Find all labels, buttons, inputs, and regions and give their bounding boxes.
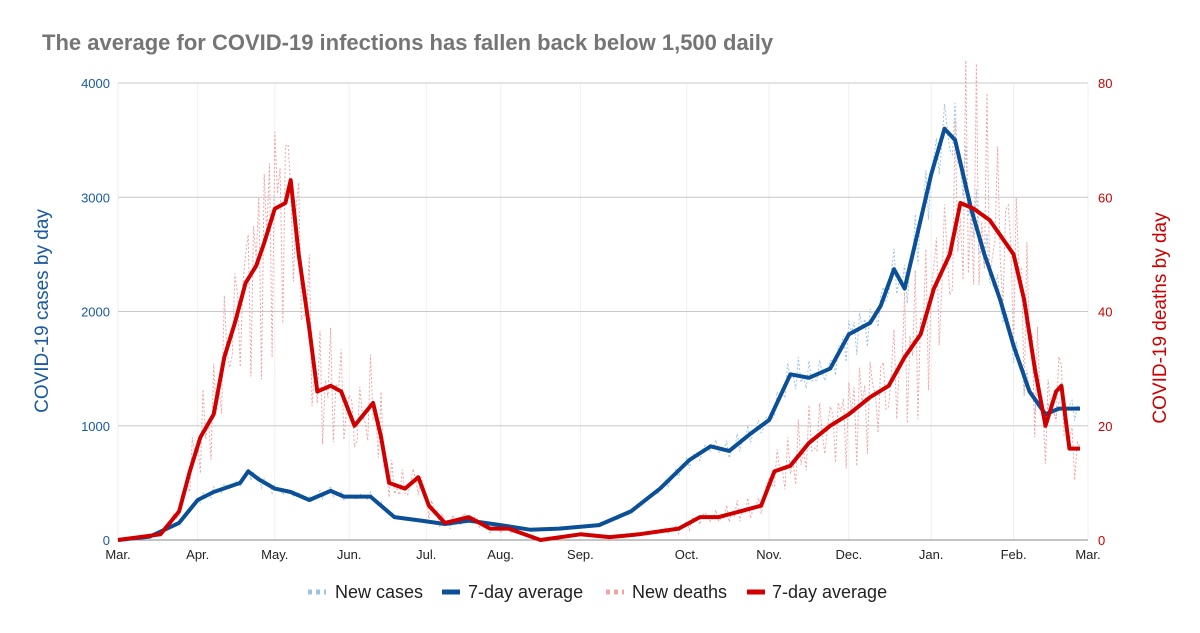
x-tick-label: Jan. bbox=[919, 547, 944, 562]
x-tick-label: Jun. bbox=[337, 547, 362, 562]
legend-label-new-deaths: New deaths bbox=[632, 582, 727, 602]
right-y-tick-label: 60 bbox=[1098, 190, 1112, 205]
legend: New cases 7-day average New deaths 7-day… bbox=[308, 582, 887, 602]
legend-label-deaths-average: 7-day average bbox=[772, 582, 887, 602]
x-tick-label: May. bbox=[261, 547, 288, 562]
left-y-tick-label: 3000 bbox=[81, 190, 110, 205]
right-y-tick-label: 0 bbox=[1098, 533, 1105, 548]
x-tick-label: Aug. bbox=[487, 547, 514, 562]
right-y-tick-label: 40 bbox=[1098, 305, 1112, 320]
left-y-tick-label: 1000 bbox=[81, 419, 110, 434]
x-tick-label: Feb. bbox=[1001, 547, 1027, 562]
lines bbox=[117, 60, 1081, 542]
legend-item-new-deaths[interactable]: New deaths bbox=[606, 582, 727, 602]
x-tick-label: Jul. bbox=[416, 547, 436, 562]
right-y-tick-label: 80 bbox=[1098, 76, 1112, 91]
left-axis-title: COVID-19 cases by day bbox=[32, 209, 53, 413]
x-tick-label: Mar. bbox=[1075, 547, 1100, 562]
legend-item-deaths-average[interactable]: 7-day average bbox=[747, 582, 887, 602]
right-y-tick-label: 20 bbox=[1098, 419, 1112, 434]
x-tick-label: Mar. bbox=[105, 547, 130, 562]
left-y-tick-label: 4000 bbox=[81, 76, 110, 91]
left-y-tick-label: 0 bbox=[103, 533, 110, 548]
x-tick-label: Apr. bbox=[186, 547, 209, 562]
ticks: Mar. Apr. May. Jun. Jul. Aug. Sep. Oct. Nov. Dec.… bbox=[81, 76, 1112, 562]
x-tick-label: Oct. bbox=[675, 547, 699, 562]
x-tick-label: Nov. bbox=[756, 547, 782, 562]
new-cases-line bbox=[117, 102, 1081, 541]
legend-item-new-cases[interactable]: New cases bbox=[308, 582, 423, 602]
new-deaths-line bbox=[117, 60, 1081, 541]
left-y-tick-label: 2000 bbox=[81, 305, 110, 320]
right-axis-title: COVID-19 deaths by day bbox=[1150, 212, 1171, 424]
deaths-average-line bbox=[117, 178, 1080, 542]
x-tick-label: Sep. bbox=[567, 547, 594, 562]
legend-label-cases-average: 7-day average bbox=[468, 582, 583, 602]
legend-item-cases-average[interactable]: 7-day average bbox=[442, 582, 583, 602]
legend-label-new-cases: New cases bbox=[335, 582, 423, 602]
chart-title: The average for COVID-19 infections has … bbox=[42, 30, 774, 55]
x-tick-label: Dec. bbox=[835, 547, 862, 562]
grid bbox=[117, 82, 1089, 541]
